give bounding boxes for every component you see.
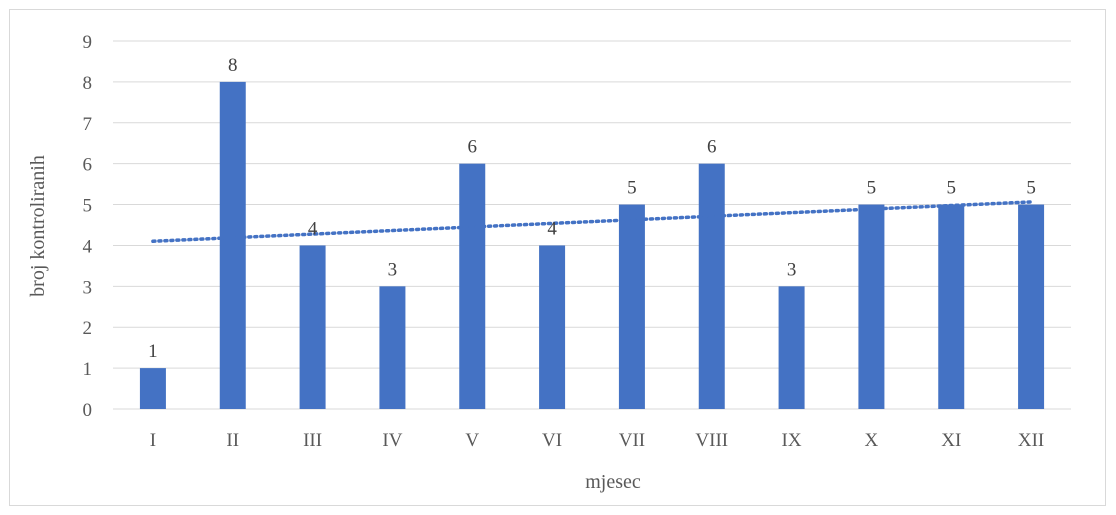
y-tick-label: 9 bbox=[83, 32, 93, 53]
x-tick-label: II bbox=[226, 430, 239, 451]
x-tick-label: VIII bbox=[695, 430, 728, 451]
data-label: 1 bbox=[148, 341, 158, 362]
data-labels: 1 8 4 3 6 4 5 6 3 5 5 5 bbox=[148, 55, 1036, 362]
x-axis-ticks: I II III IV V VI VII VIII IX X XI XII bbox=[150, 430, 1045, 451]
y-tick-label: 7 bbox=[83, 114, 93, 135]
bar-III bbox=[299, 245, 326, 409]
x-tick-label: I bbox=[150, 430, 156, 451]
bar-IX bbox=[778, 286, 805, 409]
data-label: 5 bbox=[947, 178, 957, 199]
y-tick-label: 0 bbox=[83, 400, 93, 421]
data-label: 6 bbox=[707, 137, 717, 158]
x-tick-label: XII bbox=[1018, 430, 1044, 451]
data-label: 6 bbox=[468, 137, 478, 158]
y-tick-label: 8 bbox=[83, 73, 93, 94]
x-tick-label: IV bbox=[382, 430, 402, 451]
x-tick-label: V bbox=[465, 430, 479, 451]
data-label: 8 bbox=[228, 55, 238, 76]
y-tick-label: 1 bbox=[83, 359, 93, 380]
data-label: 3 bbox=[787, 259, 797, 280]
bar-X bbox=[858, 204, 885, 409]
y-tick-label: 2 bbox=[83, 318, 93, 339]
x-tick-label: XI bbox=[941, 430, 961, 451]
data-label: 4 bbox=[308, 218, 318, 239]
x-axis-title: mjesec bbox=[585, 471, 641, 493]
y-tick-label: 6 bbox=[83, 155, 93, 176]
bar-IV bbox=[379, 286, 406, 409]
trendline bbox=[151, 200, 1033, 244]
x-tick-label: VI bbox=[542, 430, 562, 451]
y-axis-ticks: 0 1 2 3 4 5 6 7 8 9 bbox=[83, 32, 93, 421]
y-axis-title: broj kontroliranih bbox=[27, 155, 49, 297]
data-label: 5 bbox=[867, 178, 877, 199]
bar-V bbox=[459, 163, 486, 409]
data-label: 3 bbox=[388, 259, 398, 280]
bar-II bbox=[219, 81, 246, 409]
x-tick-label: III bbox=[303, 430, 322, 451]
bar-VI bbox=[539, 245, 566, 409]
bar-XI bbox=[938, 204, 965, 409]
x-tick-label: VII bbox=[619, 430, 645, 451]
data-label: 5 bbox=[1026, 178, 1036, 199]
bar-I bbox=[139, 368, 166, 409]
data-label: 5 bbox=[627, 178, 637, 199]
x-tick-label: X bbox=[865, 430, 879, 451]
bars bbox=[139, 81, 1045, 409]
y-tick-label: 3 bbox=[83, 277, 93, 298]
trendline-linear bbox=[151, 200, 1033, 244]
bar-VIII bbox=[698, 163, 725, 409]
bar-VII bbox=[618, 204, 645, 409]
x-tick-label: IX bbox=[782, 430, 802, 451]
y-tick-label: 5 bbox=[83, 196, 93, 217]
data-label: 4 bbox=[547, 218, 557, 239]
bar-XII bbox=[1018, 204, 1045, 409]
y-tick-label: 4 bbox=[83, 236, 93, 257]
gridlines bbox=[113, 40, 1071, 410]
